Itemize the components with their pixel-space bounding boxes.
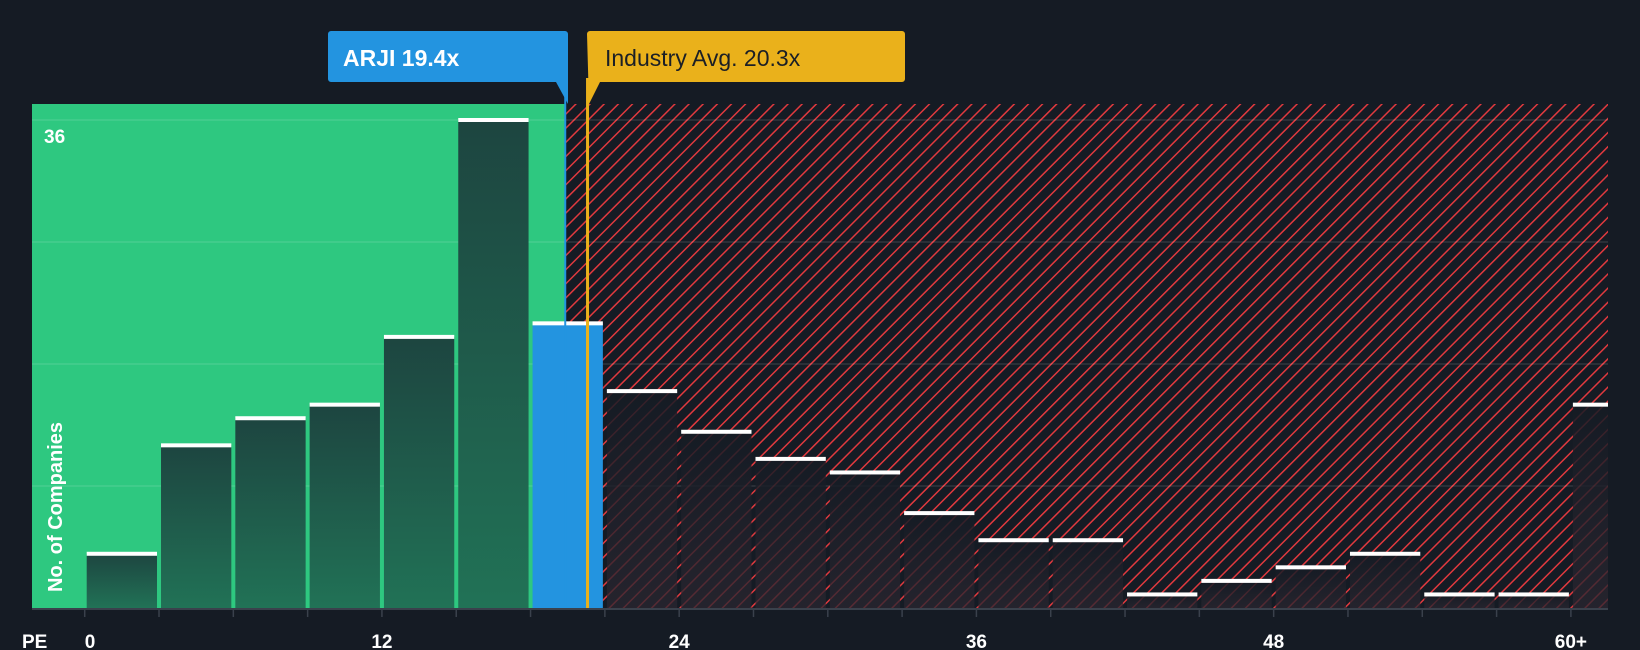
bar-top-marker xyxy=(161,443,232,448)
histogram-bar xyxy=(606,391,678,608)
bar-top-marker xyxy=(904,511,975,516)
histogram-bar xyxy=(978,540,1049,608)
bar-top-marker xyxy=(532,321,603,326)
bar-top-marker xyxy=(1424,592,1495,597)
industry-label: Industry Avg. 20.3x xyxy=(605,45,801,71)
histogram-bar xyxy=(383,336,455,608)
x-tick-label: 12 xyxy=(371,632,392,650)
y-axis-label: No. of Companies xyxy=(45,422,67,592)
histogram-bar xyxy=(86,553,158,608)
x-tick-label: 24 xyxy=(669,632,691,650)
industry-label-box xyxy=(587,31,905,104)
bar-top-marker xyxy=(606,389,678,394)
histogram-bar xyxy=(904,513,975,608)
histogram-bar xyxy=(1349,553,1421,608)
histogram-bar xyxy=(755,458,826,608)
bar-top-marker xyxy=(383,334,455,339)
histogram-bar xyxy=(1201,580,1272,608)
bar-top-marker xyxy=(1498,592,1569,597)
bar-top-marker xyxy=(235,416,306,421)
bar-top-marker xyxy=(755,456,826,461)
bar-top-marker xyxy=(1052,538,1124,543)
bar-top-marker xyxy=(86,551,158,556)
y-tick-label: 36 xyxy=(44,127,65,148)
histogram-bar xyxy=(161,445,232,608)
bar-top-marker xyxy=(681,429,752,434)
x-axis-label: PE xyxy=(22,632,47,650)
bar-top-marker xyxy=(1572,402,1608,407)
bar-top-marker xyxy=(1201,578,1272,583)
company-label-box xyxy=(328,31,568,104)
bar-top-marker xyxy=(978,538,1049,543)
histogram-bar xyxy=(1275,567,1346,608)
histogram-bar xyxy=(1127,594,1198,608)
bar-top-marker xyxy=(309,402,380,407)
histogram-bar xyxy=(1052,540,1124,608)
histogram-bar xyxy=(458,120,529,608)
histogram-bar xyxy=(235,418,306,608)
histogram-bar xyxy=(681,431,752,608)
bar-top-marker xyxy=(1275,565,1346,570)
histogram-bar xyxy=(1424,594,1495,608)
histogram-bar xyxy=(309,404,380,608)
histogram-bar xyxy=(829,472,901,608)
x-tick-label: 0 xyxy=(85,632,96,650)
histogram-bar xyxy=(1572,404,1608,608)
company-label: ARJI 19.4x xyxy=(343,45,460,71)
bar-top-marker xyxy=(829,470,901,475)
histogram-bar xyxy=(532,323,603,608)
bar-top-marker xyxy=(1127,592,1198,597)
bar-top-marker xyxy=(1349,551,1421,556)
bar-top-marker xyxy=(458,118,529,122)
x-tick-label: 36 xyxy=(966,632,987,650)
x-tick-label: 60+ xyxy=(1555,632,1587,650)
x-tick-label: 48 xyxy=(1263,632,1284,650)
histogram-bar xyxy=(1498,594,1569,608)
